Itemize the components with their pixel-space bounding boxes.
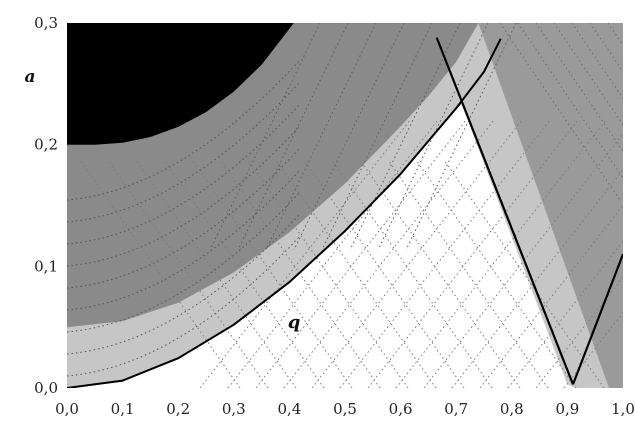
left-linear-boundary <box>435 37 575 385</box>
contour-line <box>219 159 381 388</box>
contour-line <box>339 119 551 388</box>
contour-line <box>199 119 411 388</box>
contour-line <box>191 159 353 388</box>
white-region <box>67 104 576 388</box>
contour-line <box>395 119 607 388</box>
contour-line <box>367 119 579 388</box>
contour-line <box>443 159 605 388</box>
y-axis-label: a <box>24 67 35 87</box>
x-tick-label: 0,4 <box>277 400 301 418</box>
contour-layer <box>67 23 635 388</box>
contour-line <box>293 23 405 251</box>
contour-line <box>237 23 349 251</box>
contour-line <box>405 23 517 251</box>
contour-line <box>255 119 467 388</box>
y-axis: 0,0 0,1 0,2 0,3 <box>34 14 58 397</box>
contour-line <box>67 147 301 289</box>
contour-line <box>209 23 321 251</box>
contour-line <box>67 103 301 245</box>
x-tick-label: 0,6 <box>389 400 413 418</box>
line-layer <box>67 37 623 388</box>
contour-line <box>227 119 439 388</box>
x-tick-label: 0,2 <box>166 400 190 418</box>
black-region <box>67 23 294 145</box>
contour-line <box>275 159 437 388</box>
contour-line <box>626 23 635 200</box>
contour-line <box>331 159 493 388</box>
contour-line <box>359 159 521 388</box>
contour-line <box>423 133 623 388</box>
x-tick-label: 0,5 <box>333 400 357 418</box>
x-tick-label: 0,9 <box>555 400 579 418</box>
y-tick-label: 0,3 <box>34 14 58 32</box>
contour-line <box>79 159 241 388</box>
contour-line <box>163 159 325 388</box>
x-tick-label: 1,0 <box>611 400 635 418</box>
x-tick-label: 0,1 <box>111 400 135 418</box>
contour-line <box>247 159 409 388</box>
contour-line <box>135 159 297 388</box>
x-axis: 0,0 0,1 0,2 0,3 0,4 0,5 0,6 0,7 0,8 0,9 1,0 <box>55 400 635 418</box>
contour-line <box>283 119 495 388</box>
contour-line <box>67 59 301 201</box>
contour-line <box>303 159 465 388</box>
contour-line <box>67 191 301 333</box>
contour-line <box>67 213 301 355</box>
right-linear-boundary <box>571 253 623 385</box>
region-label-q: q <box>288 312 301 333</box>
contour-line <box>387 159 549 388</box>
contour-line <box>67 81 301 223</box>
parabola-boundary <box>67 38 502 388</box>
y-tick-label: 0,2 <box>34 136 58 154</box>
contour-line <box>67 125 301 267</box>
contour-line <box>67 169 301 311</box>
x-tick-label: 0,3 <box>222 400 246 418</box>
plot-area <box>67 23 635 388</box>
contour-line <box>67 235 301 377</box>
contour-line <box>321 23 433 251</box>
contour-line <box>349 23 461 251</box>
right-gray-region <box>478 23 623 388</box>
contour-line <box>265 23 377 251</box>
region-layer <box>67 23 623 388</box>
x-tick-label: 0,7 <box>444 400 468 418</box>
x-tick-label: 0,8 <box>500 400 524 418</box>
x-tick-label: 0,0 <box>55 400 79 418</box>
y-tick-label: 0,1 <box>34 257 58 275</box>
contour-line <box>107 159 269 388</box>
y-tick-label: 0,0 <box>34 379 58 397</box>
contour-line <box>415 159 577 388</box>
